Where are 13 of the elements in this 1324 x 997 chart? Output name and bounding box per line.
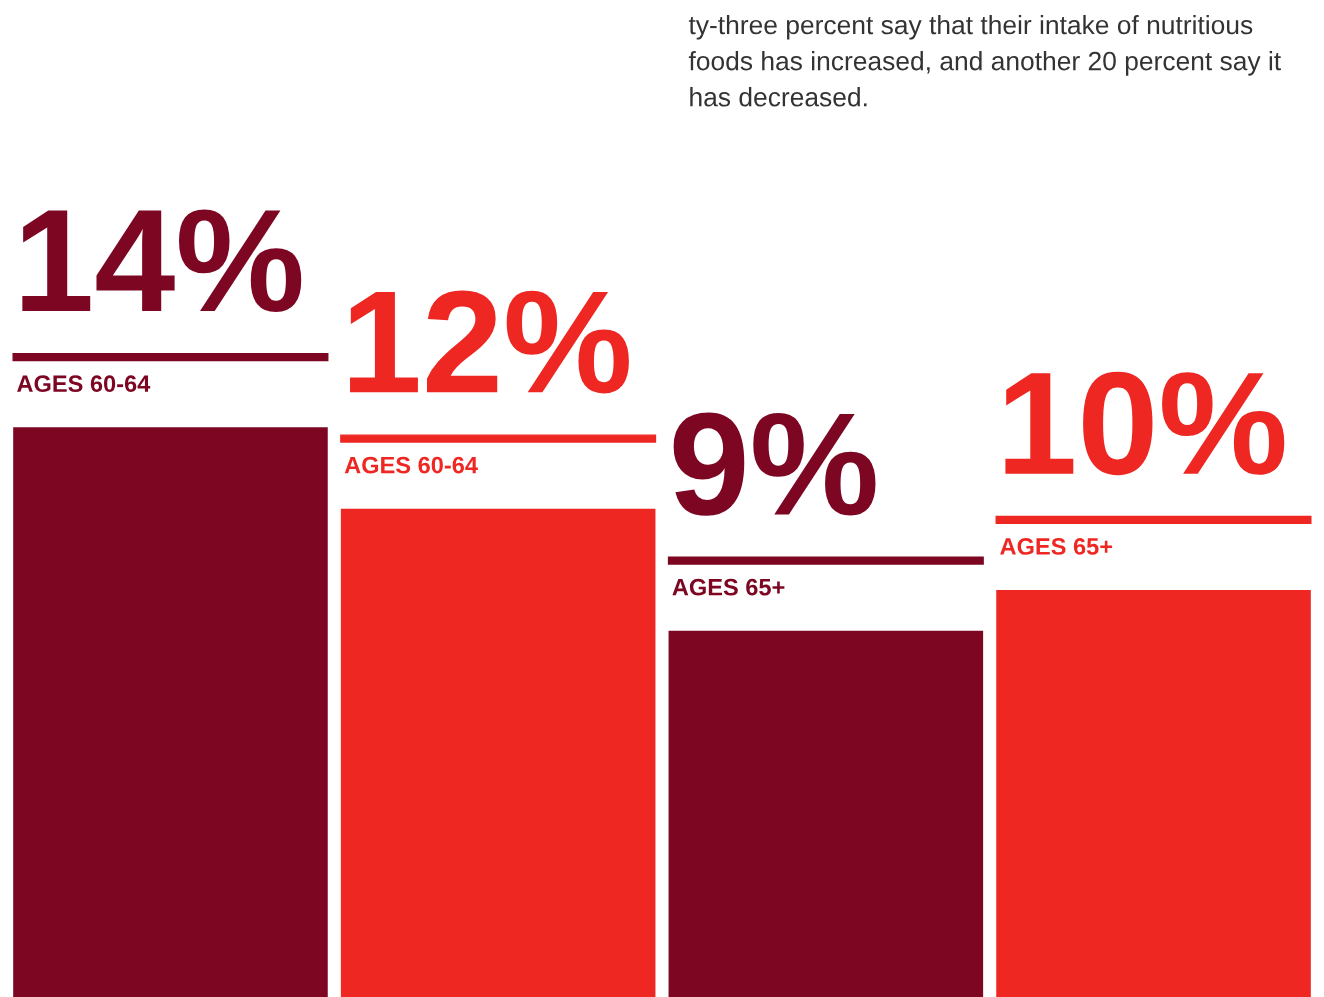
- bar: [996, 590, 1311, 997]
- x-tick-label: AGES 60-64: [17, 375, 151, 393]
- bar: [668, 630, 984, 997]
- data-label: 9%: [673, 412, 876, 516]
- bar: [13, 427, 328, 997]
- data-label: 12%: [350, 290, 629, 394]
- x-tick-label: AGES 65+: [1000, 538, 1113, 555]
- data-label: 14%: [22, 209, 302, 313]
- bar: [340, 508, 656, 997]
- data-label: 10%: [1005, 371, 1285, 476]
- x-tick-label: AGES 60-64: [344, 456, 478, 474]
- x-tick-label: AGES 65+: [672, 578, 785, 596]
- text: ty-three percent say that their intake of nutritious foods has increased, and another 20 percent say it has decreased.: [688, 14, 1281, 107]
